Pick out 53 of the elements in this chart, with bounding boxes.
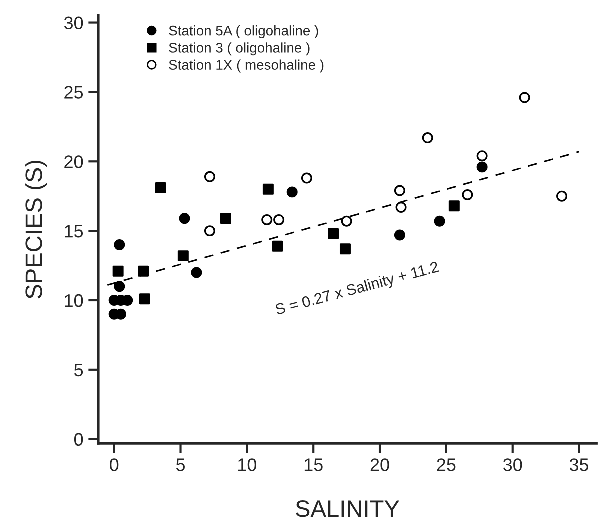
- x-tick-label: 0: [110, 458, 119, 472]
- point: [114, 281, 126, 292]
- legend-label: Station 5A ( oligohaline ): [169, 26, 318, 39]
- point: [138, 266, 150, 277]
- legend-label: Station 3 ( oligohaline ): [169, 42, 310, 56]
- y-tick-label: 30: [64, 16, 84, 30]
- legend-label: Station 1X ( mesohaline ): [169, 60, 324, 73]
- x-tick-label: 15: [304, 458, 323, 472]
- point: [204, 226, 216, 237]
- point: [220, 213, 232, 224]
- x-axis-title: SALINITY: [296, 500, 400, 518]
- point: [341, 216, 352, 227]
- point: [114, 239, 126, 250]
- point: [286, 186, 298, 198]
- point: [191, 267, 202, 278]
- point: [262, 214, 273, 226]
- point: [155, 182, 166, 194]
- point: [434, 216, 446, 227]
- point: [519, 92, 530, 104]
- point: [462, 189, 474, 200]
- y-axis-title: SPECIES (S): [25, 160, 48, 299]
- y-tick-label: 0: [74, 433, 84, 446]
- y-tick-label: 5: [74, 364, 84, 377]
- point: [178, 250, 189, 262]
- y-tick-label: 15: [65, 225, 84, 238]
- point: [274, 214, 285, 226]
- x-tick-label: 10: [238, 458, 257, 472]
- point: [179, 213, 190, 224]
- y-tick-label: 10: [65, 294, 84, 308]
- point: [301, 172, 312, 184]
- point: [448, 200, 460, 212]
- point: [139, 294, 150, 305]
- x-tick-label: 30: [504, 458, 522, 472]
- x-tick-label: 20: [370, 458, 390, 472]
- x-tick-label: 5: [176, 458, 186, 472]
- point: [272, 240, 284, 252]
- point: [340, 244, 351, 255]
- point: [262, 184, 274, 195]
- y-tick-label: 20: [64, 156, 84, 168]
- annotation: S = 0.27 x Salinity + 11.2: [274, 261, 440, 318]
- point: [476, 150, 488, 162]
- point: [422, 132, 434, 144]
- x-tick-label: 35: [570, 458, 589, 472]
- point: [476, 162, 488, 173]
- x-tick-label: 25: [437, 458, 456, 472]
- point: [394, 230, 406, 241]
- point: [328, 228, 340, 240]
- y-tick-label: 25: [64, 86, 84, 99]
- point: [396, 202, 407, 213]
- point: [394, 185, 406, 196]
- point: [556, 190, 568, 202]
- point: [204, 171, 216, 182]
- point: [112, 266, 124, 277]
